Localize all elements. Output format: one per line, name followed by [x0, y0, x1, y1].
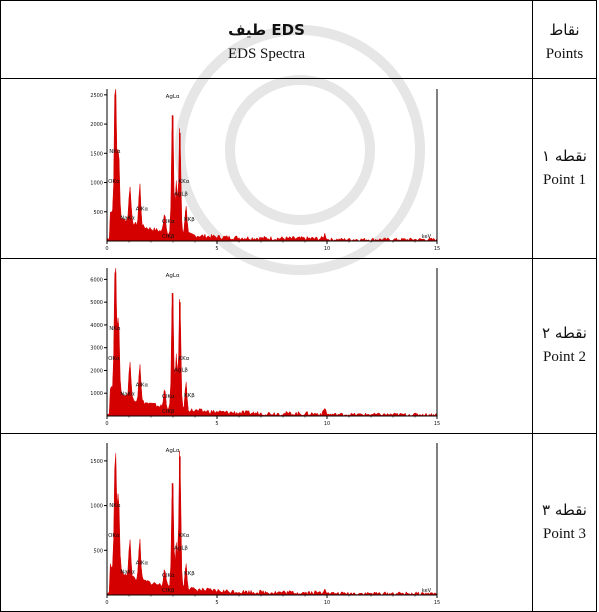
x-tick-label: 10: [323, 421, 329, 427]
y-tick-label: 2000: [90, 368, 103, 374]
x-tick-label: 0: [105, 600, 108, 606]
peak-annotation: KKα: [178, 356, 189, 362]
peak-annotation: NaKα: [120, 569, 135, 575]
peak-annotation: KKβ: [184, 217, 195, 223]
x-axis-label: keV: [421, 588, 431, 594]
spectrum-axes: [106, 268, 437, 417]
point-3-label-en: Point 3: [543, 525, 586, 542]
y-tick-label: 1500: [90, 458, 103, 464]
y-tick-label: 500: [93, 548, 103, 554]
header-points-cell: نقاط Points: [532, 0, 597, 79]
spectrum-2-cell: 1000 2000 3000 4000 5000 6000 0 5 10 15 AgLα NKα OKα…: [0, 258, 533, 434]
header-row: طیف EDS EDS Spectra نقاط Points: [0, 0, 597, 79]
x-axis-label: keV: [421, 234, 431, 240]
spectrum-3-cell: 500 1000 1500 0 5 10 15 keV AgLα NKα OKα KKα AgLβ AlK…: [0, 433, 533, 612]
peak-annotation: KKα: [178, 533, 189, 539]
x-tick-label: 5: [215, 421, 218, 427]
peak-annotation: KKβ: [184, 571, 195, 577]
x-tick-label: 0: [105, 246, 108, 252]
eds-spectrum-2: 1000 2000 3000 4000 5000 6000 0 5 10 15 AgLα NKα OKα…: [90, 267, 440, 427]
peak-annotation: OKα: [108, 356, 120, 362]
peak-annotation: ClKα: [162, 572, 175, 578]
spectrum-area: [106, 88, 437, 241]
x-tick-label: 15: [433, 421, 439, 427]
point-1-row: 500 1000 1500 2000 2500 0 5 10 15 keV AgLα NKα OKα KK…: [0, 78, 597, 259]
x-tick-label: 15: [433, 246, 439, 252]
spectrum-axes: [106, 442, 437, 595]
peak-annotation: AgLβ: [174, 368, 188, 374]
peak-annotation: ClKβ: [162, 409, 175, 415]
point-2-label-cell: نقطه ۲ Point 2: [532, 258, 597, 434]
spectrum-area: [106, 267, 437, 417]
x-tick-label: 5: [215, 246, 218, 252]
y-tick-label: 2500: [90, 92, 103, 98]
peak-annotation: OKα: [108, 533, 120, 539]
point-2-row: 1000 2000 3000 4000 5000 6000 0 5 10 15 AgLα NKα OKα…: [0, 258, 597, 434]
point-2-label-fa: نقطه ۲: [542, 324, 587, 342]
point-1-label-cell: نقطه ۱ Point 1: [532, 78, 597, 259]
x-tick-label: 10: [323, 600, 329, 606]
y-tick-label: 4000: [90, 323, 103, 329]
peak-annotation: AgLα: [165, 273, 179, 279]
point-3-label-fa: نقطه ۳: [542, 500, 587, 519]
header-spectra-fa: طیف EDS: [228, 20, 305, 39]
peak-annotation: AlKα: [135, 206, 148, 212]
peak-annotation: NKα: [109, 148, 121, 154]
y-tick-label: 3000: [90, 346, 103, 352]
peak-annotation: NKα: [109, 326, 121, 332]
y-tick-label: 5000: [90, 300, 103, 306]
point-2-label-en: Point 2: [543, 349, 586, 365]
y-tick-label: 1000: [90, 180, 103, 186]
point-1-label-en: Point 1: [543, 171, 586, 188]
point-3-row: 500 1000 1500 0 5 10 15 keV AgLα NKα OKα KKα AgLβ AlK…: [0, 433, 597, 612]
y-tick-label: 1000: [90, 391, 103, 397]
header-points-fa: نقاط: [549, 20, 580, 39]
peak-annotation: KKα: [178, 179, 189, 185]
peak-annotation: AgLα: [165, 448, 179, 454]
y-tick-label: 2000: [90, 122, 103, 128]
peak-annotation: ClKα: [162, 218, 175, 224]
point-3-label-cell: نقطه ۳ Point 3: [532, 433, 597, 612]
peak-annotation: NKα: [109, 502, 121, 508]
spectrum-area: [106, 450, 437, 596]
peak-annotation: NaKα: [120, 215, 135, 221]
peak-annotation: AlKα: [135, 382, 148, 388]
peak-annotation: AgLβ: [174, 545, 188, 551]
spectrum-axes: [106, 88, 437, 241]
peak-annotation: AlKα: [135, 560, 148, 566]
y-tick-label: 1500: [90, 151, 103, 157]
y-tick-label: 1000: [90, 503, 103, 509]
y-tick-label: 500: [93, 209, 103, 215]
peak-annotation: AgLβ: [174, 191, 188, 197]
peak-annotation: KKβ: [184, 393, 195, 399]
spectrum-1-cell: 500 1000 1500 2000 2500 0 5 10 15 keV AgLα NKα OKα KK…: [0, 78, 533, 259]
x-tick-label: 10: [323, 246, 329, 252]
peak-annotation: ClKα: [162, 394, 175, 400]
peak-annotation: ClKβ: [162, 587, 175, 593]
peak-annotation: NaKα: [120, 391, 135, 397]
peak-annotation: OKα: [108, 179, 120, 185]
header-spectra-cell: طیف EDS EDS Spectra: [0, 0, 533, 79]
x-tick-label: 15: [433, 600, 439, 606]
header-points-en: Points: [545, 45, 584, 62]
x-tick-label: 0: [105, 421, 108, 427]
y-tick-label: 6000: [90, 277, 103, 283]
x-tick-label: 5: [215, 600, 218, 606]
peak-annotation: ClKβ: [162, 233, 175, 239]
header-spectra-en: EDS Spectra: [227, 45, 306, 62]
point-1-label-fa: نقطه ۱: [542, 146, 587, 165]
peak-annotation: AgLα: [165, 94, 179, 100]
